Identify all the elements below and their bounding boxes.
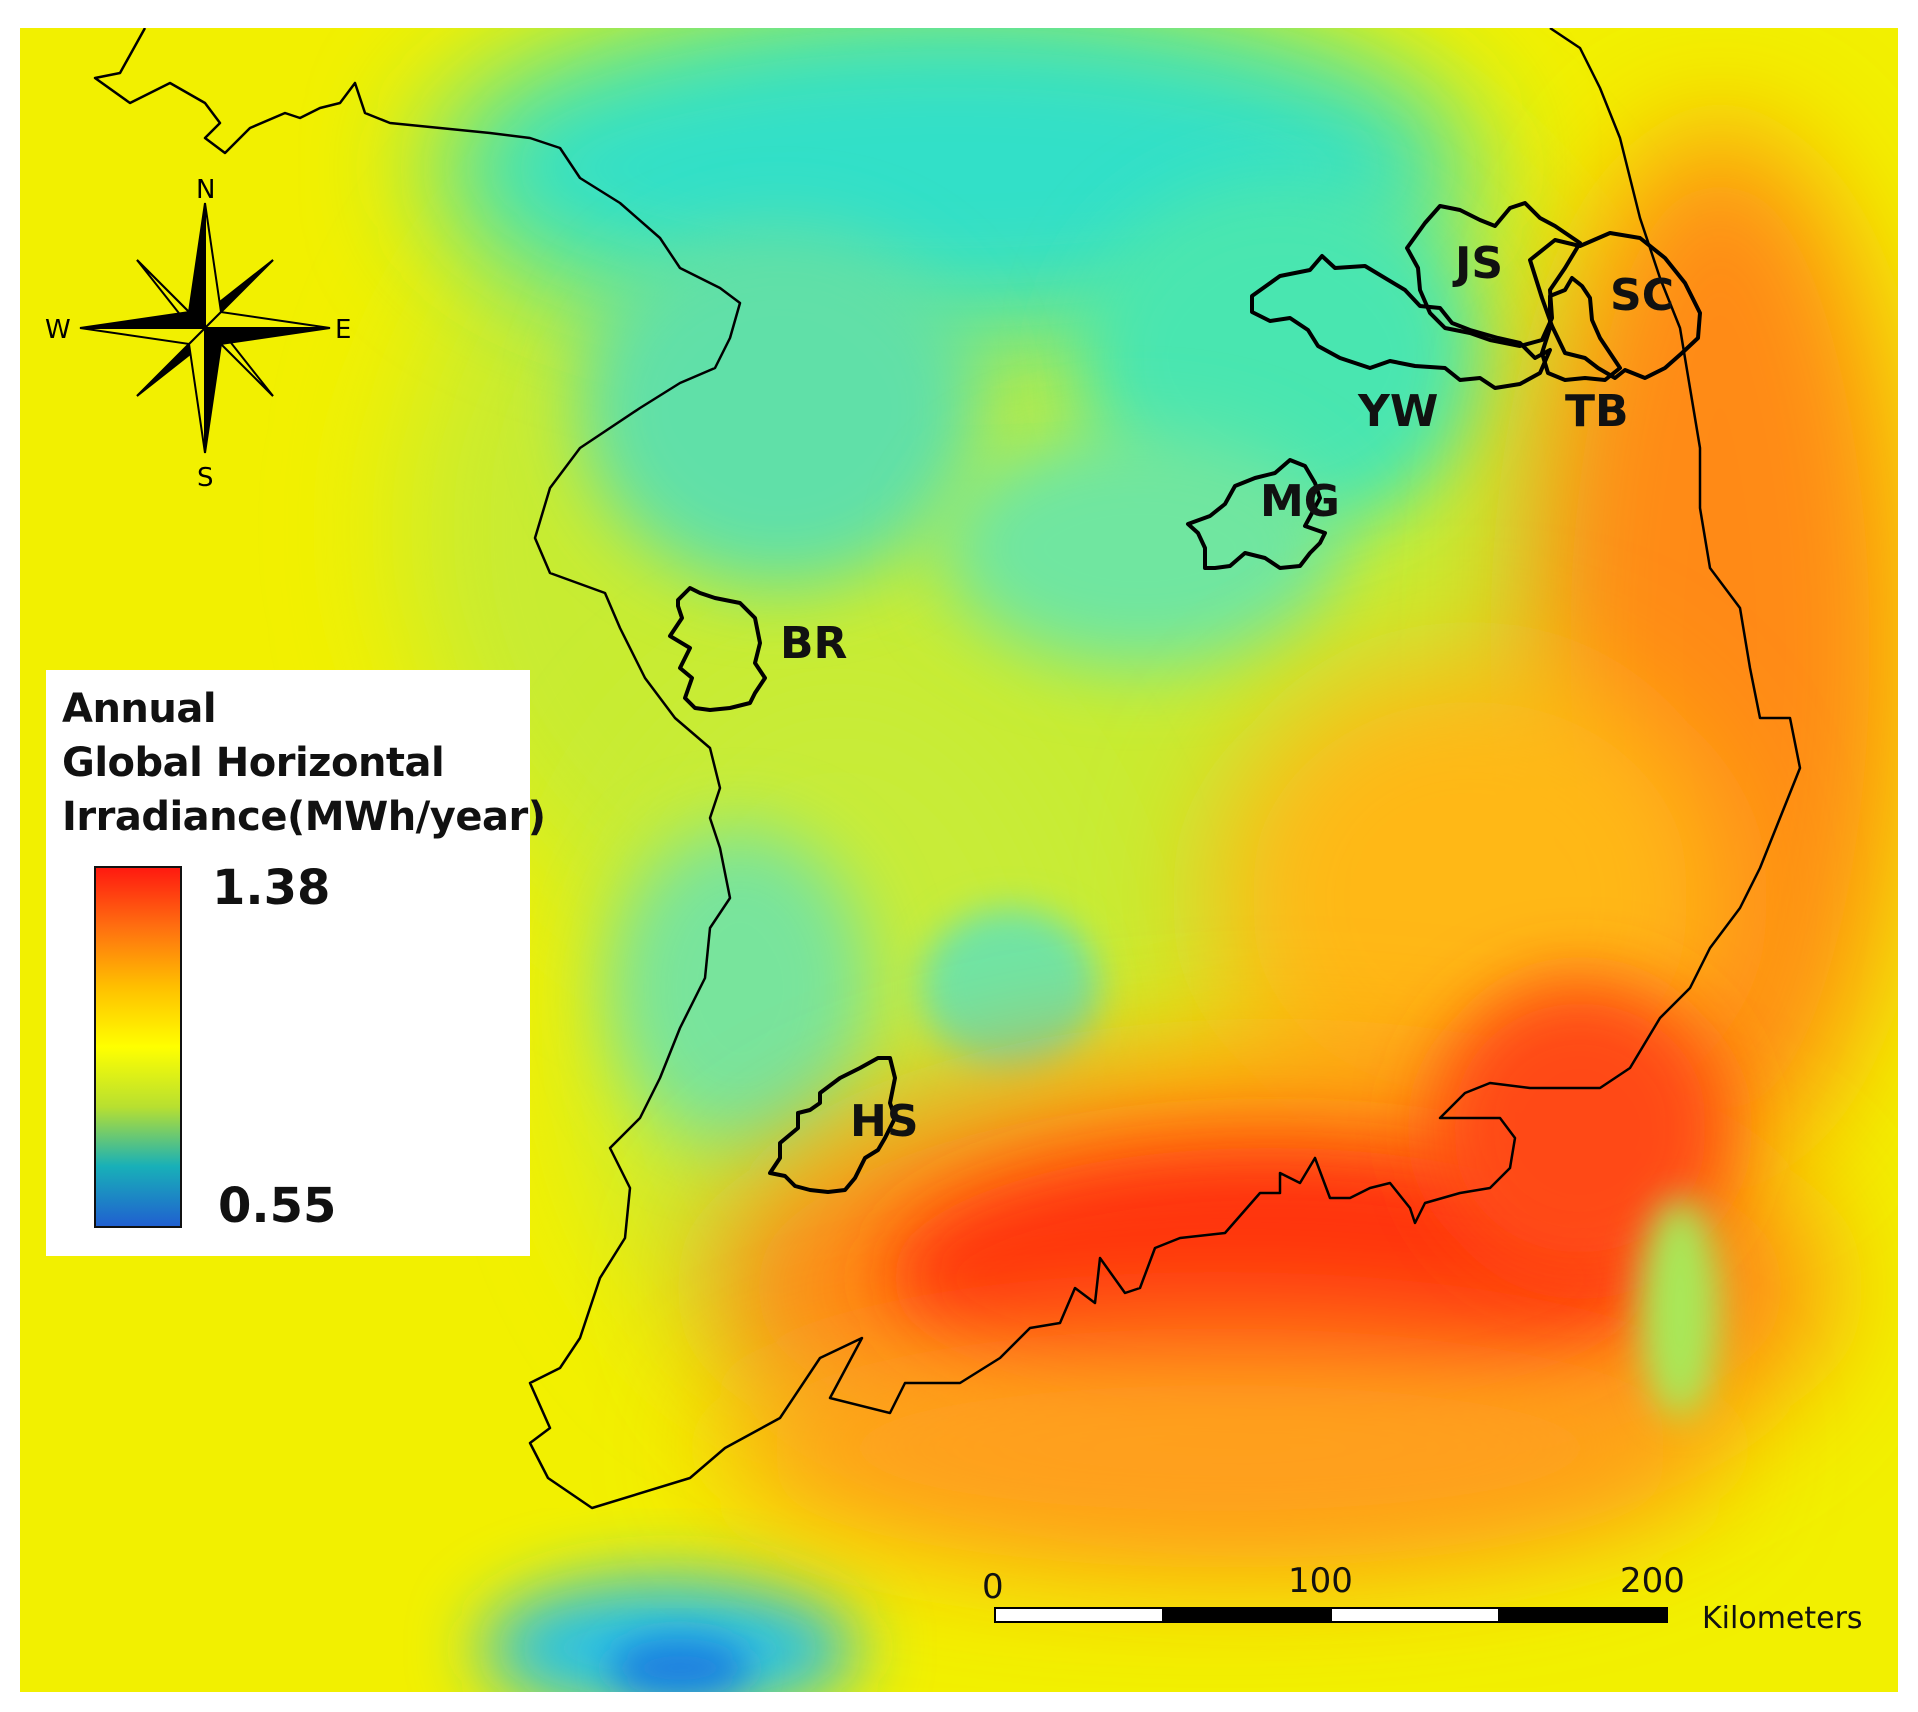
region-label-br: BR bbox=[780, 618, 847, 669]
legend-title-line1: Annual bbox=[62, 686, 217, 732]
compass-rose: N S E W bbox=[45, 175, 351, 493]
region-outline-tb bbox=[1540, 276, 1622, 382]
compass-west-label: W bbox=[45, 315, 71, 345]
region-outline-br bbox=[668, 586, 767, 712]
scale-tick-200: 200 bbox=[1620, 1561, 1685, 1601]
scale-segment-2 bbox=[1162, 1607, 1332, 1623]
region-label-sc: SC bbox=[1610, 270, 1674, 321]
scale-segment-3 bbox=[1330, 1607, 1500, 1623]
legend-min-value: 0.55 bbox=[218, 1178, 337, 1234]
region-outline-yw bbox=[1250, 254, 1552, 390]
region-label-yw: YW bbox=[1357, 386, 1438, 437]
legend: Annual Global Horizontal Irradiance(MWh/… bbox=[46, 670, 546, 1256]
irradiance-raster bbox=[20, 28, 1898, 1692]
legend-max-value: 1.38 bbox=[212, 860, 331, 916]
scale-segment-1 bbox=[994, 1607, 1164, 1623]
legend-title-line3: Irradiance(MWh/year) bbox=[62, 794, 546, 840]
region-outline-mg bbox=[1186, 458, 1327, 570]
region-outline-sc bbox=[1528, 231, 1702, 380]
region-label-js: JS bbox=[1452, 238, 1503, 289]
scale-bar: 0 100 200 Kilometers bbox=[982, 1561, 1863, 1636]
scale-tick-0: 0 bbox=[982, 1567, 1004, 1607]
scale-segment-4 bbox=[1498, 1607, 1668, 1623]
study-regions bbox=[668, 201, 1702, 1194]
compass-east-label: E bbox=[335, 315, 351, 345]
region-labels: JS SC YW TB MG BR HS bbox=[780, 238, 1674, 1147]
legend-title-line2: Global Horizontal bbox=[62, 740, 445, 786]
compass-south-label: S bbox=[197, 463, 214, 493]
scale-tick-100: 100 bbox=[1288, 1561, 1353, 1601]
compass-north-label: N bbox=[196, 175, 215, 205]
region-label-mg: MG bbox=[1260, 476, 1340, 527]
scale-unit-label: Kilometers bbox=[1702, 1601, 1863, 1636]
region-outline-js bbox=[1405, 201, 1582, 348]
legend-color-ramp bbox=[94, 866, 182, 1228]
irradiance-map[interactable]: JS SC YW TB MG BR HS bbox=[20, 28, 1898, 1692]
coastline bbox=[93, 28, 1802, 1510]
region-outline-hs bbox=[768, 1056, 897, 1194]
region-label-hs: HS bbox=[850, 1096, 919, 1147]
region-label-tb: TB bbox=[1565, 386, 1629, 437]
